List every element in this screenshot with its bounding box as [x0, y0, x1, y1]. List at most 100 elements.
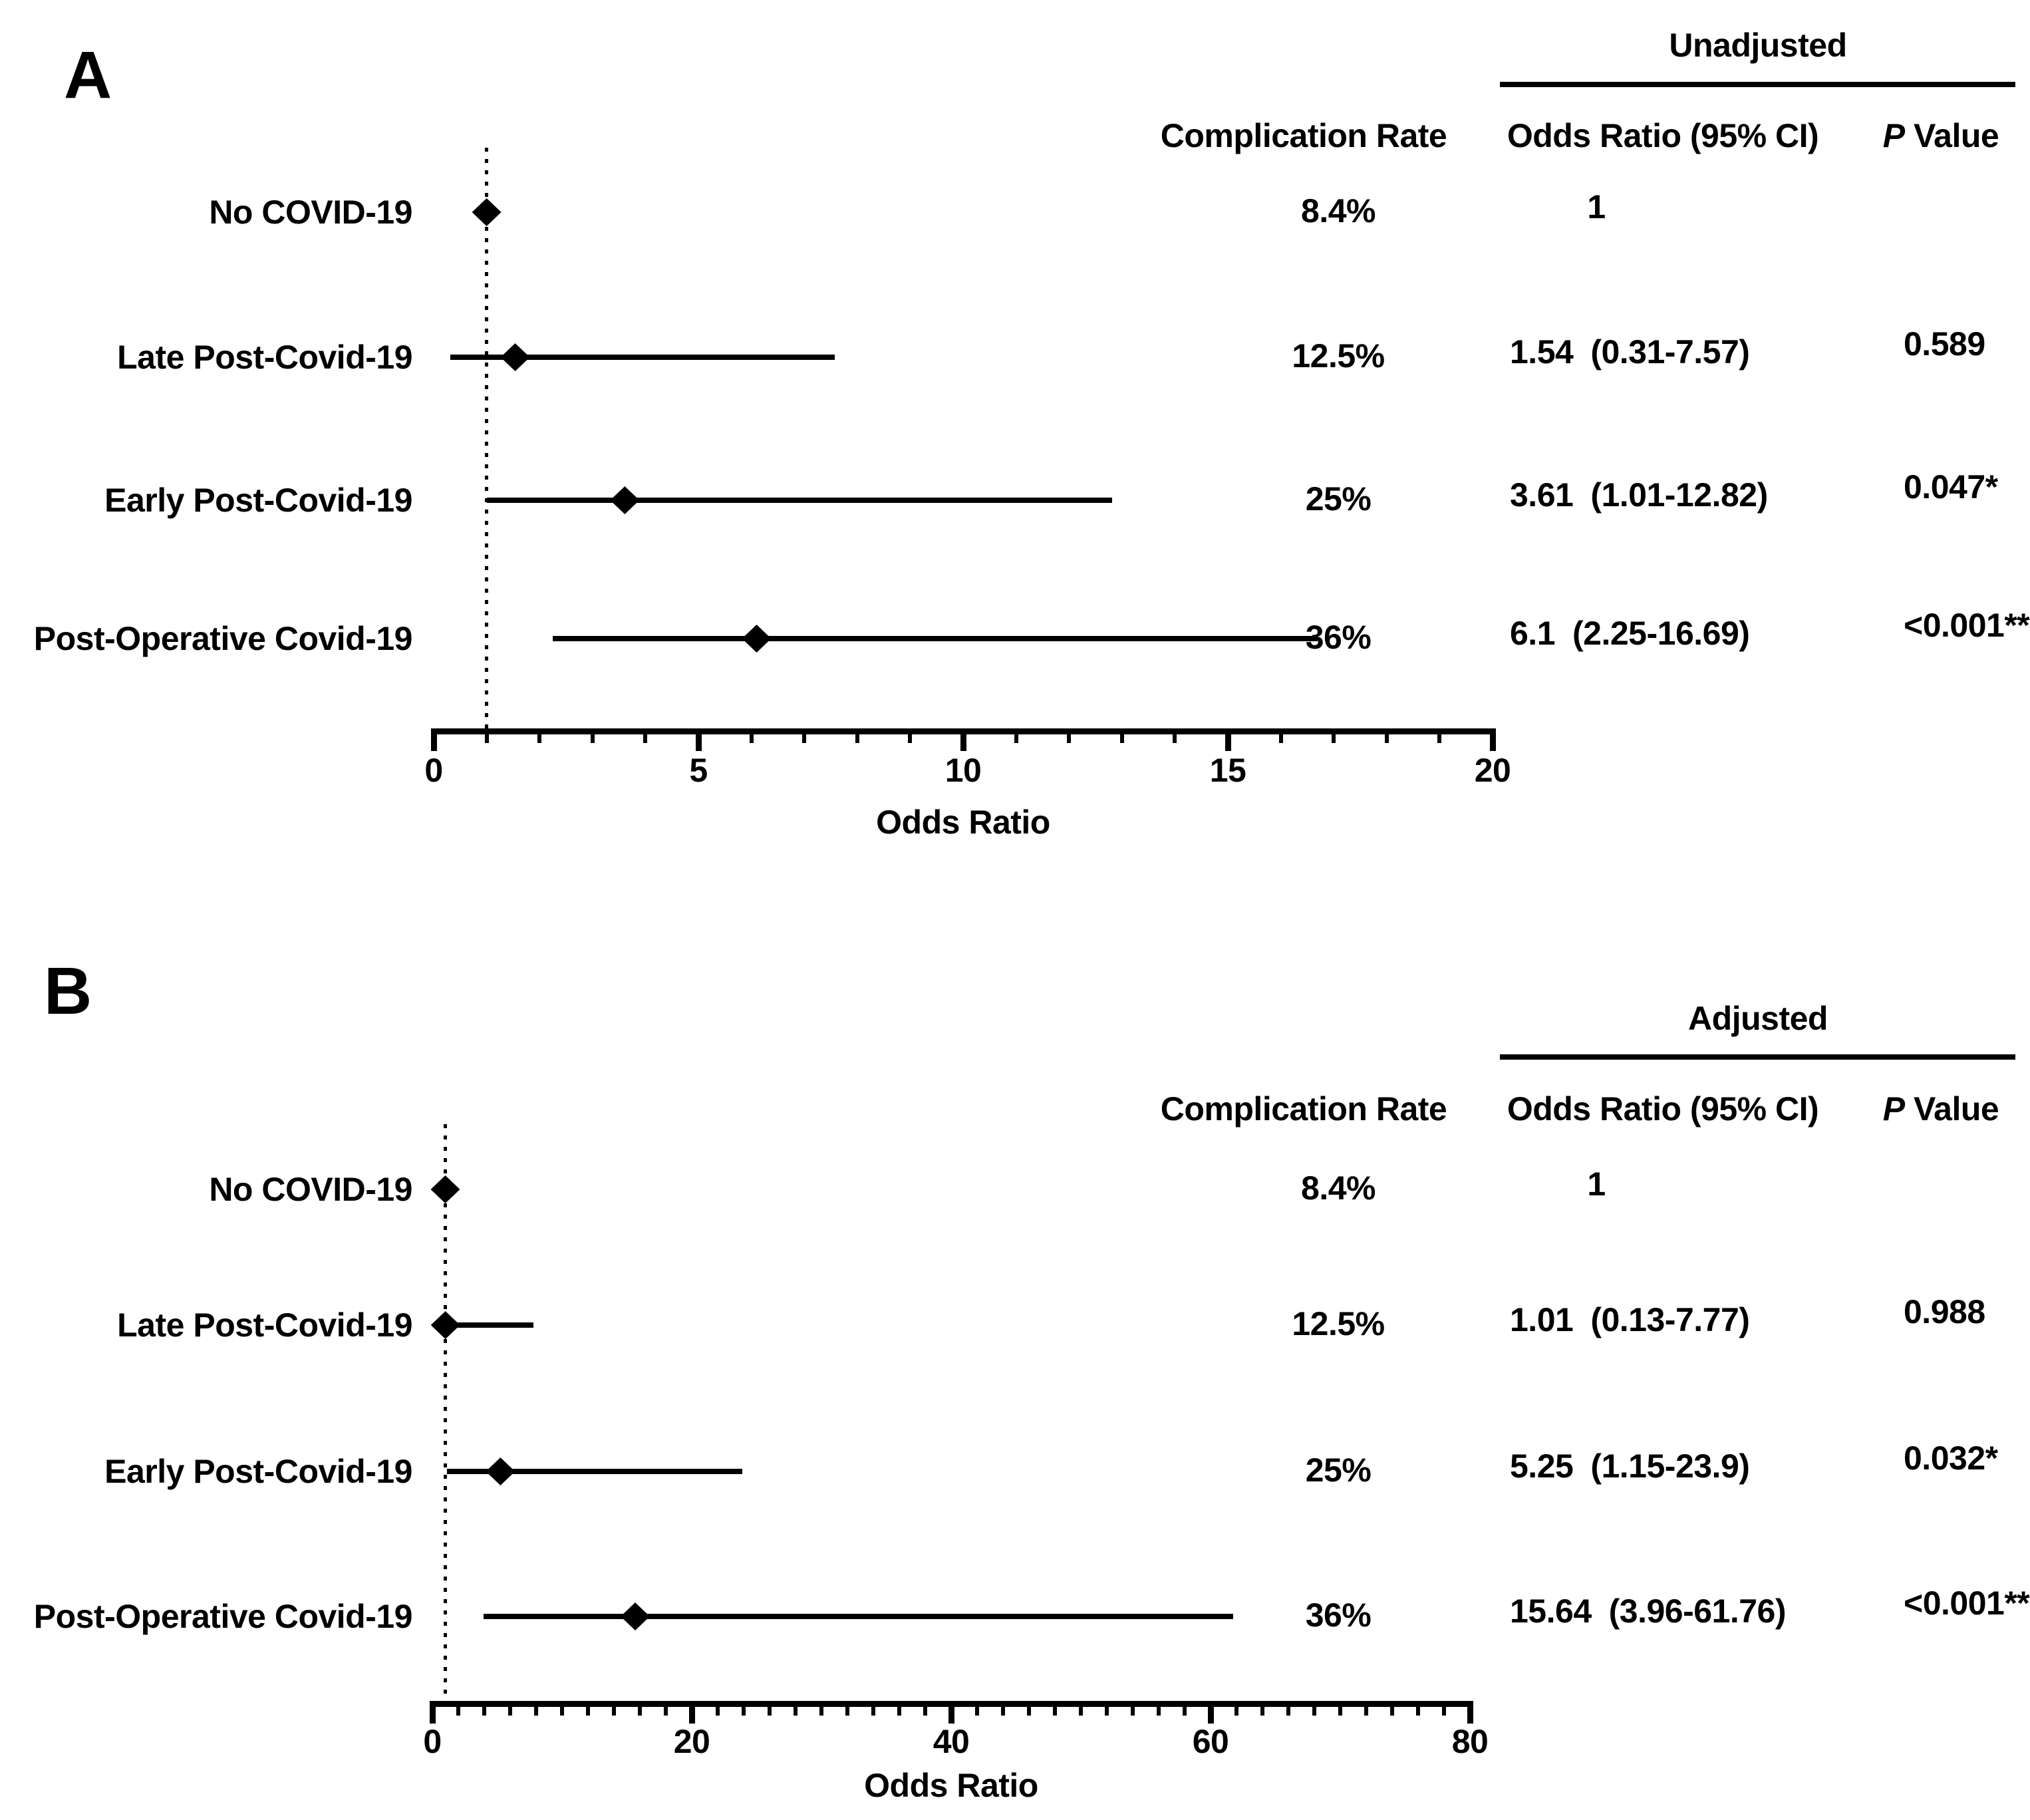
x-axis-minor-tick	[537, 728, 542, 743]
x-axis-minor-tick	[1001, 1701, 1005, 1716]
odds-ratio-diamond-marker	[486, 1457, 515, 1485]
x-axis-minor-tick	[1278, 728, 1283, 743]
p-value: 0.047*	[1904, 468, 1998, 506]
x-axis-minor-tick	[749, 728, 754, 743]
ci-line	[447, 1469, 743, 1474]
x-axis-minor-tick	[1014, 728, 1018, 743]
x-axis-minor-tick	[560, 1701, 564, 1716]
x-axis-minor-tick	[1312, 1701, 1316, 1716]
ci-line	[487, 498, 1113, 503]
x-axis-minor-tick	[534, 1701, 538, 1716]
row-label: Early Post-Covid-19	[104, 1453, 412, 1490]
row-label: Post-Operative Covid-19	[33, 620, 413, 657]
row-label: Early Post-Covid-19	[104, 482, 412, 519]
row-label: Late Post-Covid-19	[117, 339, 412, 376]
x-axis-minor-tick	[1338, 1701, 1342, 1716]
x-axis-title: Odds Ratio	[864, 1767, 1038, 1804]
reference-line	[485, 148, 489, 728]
x-axis-tick-label: 0	[424, 752, 443, 789]
x-axis-minor-tick	[456, 1701, 460, 1716]
x-axis-minor-tick	[1416, 1701, 1420, 1716]
p-value: 0.589	[1904, 325, 1985, 363]
row-label: Late Post-Covid-19	[117, 1306, 412, 1344]
ci-line	[434, 1322, 533, 1328]
x-axis-major-tick	[948, 1701, 954, 1724]
x-axis-tick-label: 5	[689, 752, 708, 789]
odds-ratio-value: 6.1 (2.25-16.69)	[1510, 615, 1750, 652]
column-header-p-value: P Value	[1883, 1092, 1999, 1126]
x-axis-tick-label: 40	[933, 1723, 970, 1760]
x-axis-minor-tick	[819, 1701, 823, 1716]
odds-ratio-number: 5.25	[1510, 1447, 1574, 1485]
x-axis-minor-tick	[586, 1701, 590, 1716]
p-value: <0.001**	[1904, 1585, 2030, 1622]
column-header-complication-rate: Complication Rate	[1160, 117, 1447, 154]
odds-ratio-diamond-marker	[620, 1602, 650, 1630]
group-header-rule	[1500, 82, 2015, 87]
complication-rate-value: 12.5%	[1292, 337, 1385, 375]
x-axis-major-tick	[1489, 728, 1496, 751]
row-label: No COVID-19	[209, 1171, 412, 1208]
odds-ratio-value: 5.25 (1.15-23.9)	[1510, 1447, 1750, 1485]
x-axis-tick-label: 10	[944, 752, 982, 789]
ci-line	[484, 1614, 1234, 1619]
x-axis-tick-label: 60	[1192, 1723, 1229, 1760]
x-axis-minor-tick	[897, 1701, 901, 1716]
x-axis-minor-tick	[1173, 728, 1177, 743]
model-group-header: Unadjusted	[1669, 27, 1847, 64]
x-axis-major-tick	[1225, 728, 1231, 751]
x-axis-major-tick	[429, 1701, 436, 1724]
x-axis-minor-tick	[612, 1701, 616, 1716]
x-axis-minor-tick	[590, 728, 595, 743]
odds-ratio-number: 1	[1587, 1165, 1606, 1203]
x-axis-minor-tick	[1157, 1701, 1161, 1716]
confidence-interval-text: (2.25-16.69)	[1572, 615, 1750, 652]
odds-ratio-diamond-marker	[742, 625, 772, 653]
x-axis-minor-tick	[1364, 1701, 1368, 1716]
x-axis-minor-tick	[975, 1701, 979, 1716]
odds-ratio-diamond-marker	[610, 486, 640, 514]
x-axis-major-tick	[1207, 1701, 1214, 1724]
x-axis-major-tick	[695, 728, 702, 751]
confidence-interval-text: (1.01-12.82)	[1590, 476, 1768, 514]
x-axis-minor-tick	[923, 1701, 927, 1716]
x-axis-tick-label: 20	[673, 1723, 710, 1760]
p-value: 0.032*	[1904, 1440, 1998, 1477]
complication-rate-value: 8.4%	[1301, 192, 1376, 229]
x-axis-minor-tick	[484, 728, 489, 743]
p-value: 0.988	[1904, 1293, 1985, 1330]
x-axis-minor-tick	[482, 1701, 486, 1716]
x-axis-major-tick	[960, 728, 966, 751]
x-axis-tick-label: 15	[1209, 752, 1246, 789]
odds-ratio-diamond-marker	[472, 198, 502, 226]
odds-ratio-value: 1	[1587, 188, 1606, 226]
odds-ratio-value: 1.01 (0.13-7.77)	[1510, 1301, 1750, 1338]
odds-ratio-value: 15.64 (3.96-61.76)	[1510, 1594, 1787, 1628]
odds-ratio-number: 1	[1587, 188, 1606, 226]
x-axis-tick-label: 0	[423, 1723, 442, 1760]
complication-rate-value: 25%	[1305, 1451, 1372, 1489]
x-axis-minor-tick	[716, 1701, 720, 1716]
p-value: <0.001**	[1904, 607, 2030, 644]
odds-ratio-value: 1.54 (0.31-7.57)	[1510, 335, 1750, 369]
confidence-interval-text: (0.13-7.77)	[1590, 1301, 1750, 1338]
x-axis-minor-tick	[1119, 728, 1124, 743]
x-axis-minor-tick	[1437, 728, 1442, 743]
x-axis-minor-tick	[802, 728, 807, 743]
x-axis-minor-tick	[855, 728, 859, 743]
x-axis-minor-tick	[1131, 1701, 1135, 1716]
column-header-odds-ratio: Odds Ratio (95% CI)	[1507, 117, 1819, 154]
x-axis-minor-tick	[1105, 1701, 1109, 1716]
p-value-header-rest: Value	[1904, 117, 1999, 154]
x-axis-minor-tick	[768, 1701, 772, 1716]
odds-ratio-number: 3.61	[1510, 476, 1574, 514]
complication-rate-value: 36%	[1305, 619, 1372, 656]
reference-line	[444, 1124, 447, 1701]
x-axis-minor-tick	[1332, 728, 1336, 743]
panel-letter: B	[44, 954, 92, 1028]
column-header-p-value: P Value	[1883, 119, 1999, 152]
x-axis-minor-tick	[1079, 1701, 1083, 1716]
p-value-italic-p: P	[1882, 1090, 1905, 1128]
x-axis-minor-tick	[794, 1701, 798, 1716]
